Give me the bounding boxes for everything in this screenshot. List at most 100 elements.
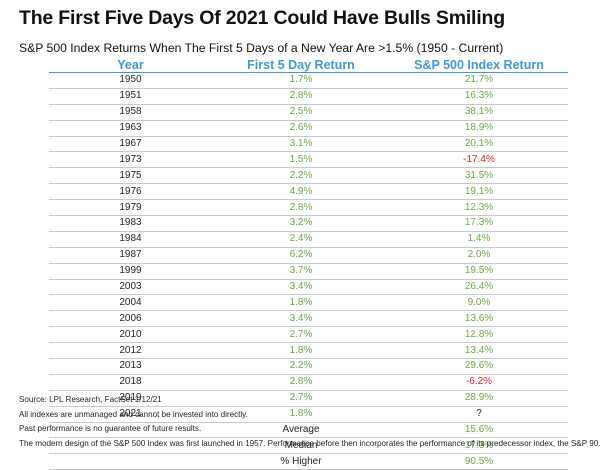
- sp500-return-cell: 20.1%: [390, 136, 568, 153]
- table-row: 1963 2.6% 18.9%: [49, 120, 568, 137]
- first-5-day-return-cell: 2.2%: [212, 358, 390, 375]
- year-cell: 2021: [49, 406, 212, 423]
- year-cell: 2006: [49, 310, 212, 328]
- first-5-day-return-cell: 1.8%: [212, 294, 390, 312]
- past-performance-note: Past performance is no guarantee of futu…: [19, 424, 202, 434]
- sp500-return-cell: 38.1%: [390, 104, 568, 121]
- sp500-return-cell: 19.5%: [390, 263, 568, 280]
- source-note: Source: LPL Research, FactSet 1/12/21: [19, 395, 162, 404]
- first-5-day-return-cell: 3.1%: [212, 136, 390, 153]
- table-row: 2010 2.7% 12.8%: [49, 326, 568, 344]
- year-cell: 1950: [49, 72, 212, 89]
- sp500-return-cell: 19.1%: [390, 183, 568, 201]
- table-row: 1987 6.2% 2.0%: [49, 247, 568, 264]
- disclaimer-note: All indexes are unmanaged and cannot be …: [19, 409, 248, 419]
- sp500-return-cell: 13.6%: [390, 310, 568, 328]
- year-cell: 1967: [49, 136, 212, 153]
- table-row: 2003 3.4% 26.4%: [49, 279, 568, 296]
- year-cell: 2004: [49, 294, 212, 312]
- first-5-day-return-cell: 2.8%: [212, 199, 390, 217]
- table-row: 1951 2.8% 16.3%: [49, 88, 568, 105]
- year-cell: 1973: [49, 151, 212, 169]
- table-row: 2019 2.7% 28.9%: [49, 390, 568, 407]
- summary-row: Median 17.3%: [49, 437, 568, 455]
- table-row: 2013 2.2% 29.6%: [49, 358, 568, 375]
- summary-label: % Higher: [212, 453, 390, 470]
- sp500-return-cell: 2.0%: [390, 247, 568, 264]
- year-cell: 1958: [49, 104, 212, 121]
- summary-empty-cell: [49, 422, 212, 439]
- table-row: 1950 1.7% 21.7%: [49, 72, 568, 89]
- summary-empty-cell: [49, 453, 212, 470]
- year-cell: 1951: [49, 88, 212, 105]
- table-row: 2006 3.4% 13.6%: [49, 310, 568, 328]
- year-cell: 1963: [49, 120, 212, 137]
- table-row: 1976 4.9% 19.1%: [49, 183, 568, 201]
- year-cell: 1983: [49, 215, 212, 232]
- table-body: 1950 1.7% 21.7% 1951 2.8% 16.3% 1958 2.5% 38.1% 1…: [49, 72, 568, 470]
- returns-table: Year First 5 Day Return S&P 500 Index Re…: [49, 58, 568, 470]
- table-row: 2012 1.8% 13.4%: [49, 342, 568, 360]
- table-row: 1975 2.2% 31.5%: [49, 167, 568, 185]
- first-5-day-return-cell: 1.8%: [212, 342, 390, 360]
- year-cell: 1975: [49, 167, 212, 185]
- first-5-day-return-cell: 3.4%: [212, 279, 390, 296]
- table-row: 2021 1.8%?: [49, 406, 568, 423]
- year-cell: 1979: [49, 199, 212, 217]
- first-5-day-return-cell: 6.2%: [212, 247, 390, 264]
- header-sp500-return: S&P 500 Index Return: [390, 58, 568, 73]
- sp500-return-cell: 13.4%: [390, 342, 568, 360]
- first-5-day-return-cell: 1.8%: [212, 406, 390, 423]
- summary-value: 17.3%: [390, 437, 568, 455]
- table-row: 1967 3.1% 20.1%: [49, 136, 568, 153]
- table-row: 2004 1.8% 9.0%: [49, 294, 568, 312]
- sp500-return-cell: 31.5%: [390, 167, 568, 185]
- summary-empty-cell: [49, 437, 212, 455]
- first-5-day-return-cell: 1.7%: [212, 72, 390, 89]
- summary-row: % Higher 90.5%: [49, 453, 568, 470]
- table-row: 1983 3.2% 17.3%: [49, 215, 568, 232]
- sp500-return-cell: 1.4%: [390, 231, 568, 248]
- year-cell: 1987: [49, 247, 212, 264]
- sp500-return-cell: 26.4%: [390, 279, 568, 296]
- summary-label: Average: [212, 422, 390, 439]
- first-5-day-return-cell: 2.7%: [212, 326, 390, 344]
- first-5-day-return-cell: 1.5%: [212, 151, 390, 169]
- year-cell: 2012: [49, 342, 212, 360]
- year-cell: 2018: [49, 374, 212, 391]
- sp500-return-cell: 9.0%: [390, 294, 568, 312]
- sp500-return-cell: 17.3%: [390, 215, 568, 232]
- first-5-day-return-cell: 3.2%: [212, 215, 390, 232]
- table-row: 2018 2.8% -6.2%: [49, 374, 568, 391]
- table-row: 1999 3.7% 19.5%: [49, 263, 568, 280]
- first-5-day-return-cell: 4.9%: [212, 183, 390, 201]
- chart-subtitle: S&P 500 Index Returns When The First 5 D…: [19, 41, 504, 55]
- first-5-day-return-cell: 2.5%: [212, 104, 390, 121]
- chart-title: The First Five Days Of 2021 Could Have B…: [19, 7, 505, 29]
- table-row: 1984 2.4% 1.4%: [49, 231, 568, 248]
- year-cell: 1984: [49, 231, 212, 248]
- summary-value: 90.5%: [390, 453, 568, 470]
- first-5-day-return-cell: 2.8%: [212, 88, 390, 105]
- table-header-row: Year First 5 Day Return S&P 500 Index Re…: [49, 58, 568, 73]
- sp500-return-cell: 12.8%: [390, 326, 568, 344]
- first-5-day-return-cell: 2.7%: [212, 390, 390, 407]
- sp500-return-cell: 16.3%: [390, 88, 568, 105]
- header-year: Year: [49, 58, 212, 73]
- table-row: 1979 2.8% 12.3%: [49, 199, 568, 217]
- first-5-day-return-cell: 2.6%: [212, 120, 390, 137]
- year-cell: 2019: [49, 390, 212, 407]
- first-5-day-return-cell: 2.8%: [212, 374, 390, 391]
- year-cell: 1999: [49, 263, 212, 280]
- header-first-5-day-return: First 5 Day Return: [212, 58, 390, 73]
- first-5-day-return-cell: 3.4%: [212, 310, 390, 328]
- first-5-day-return-cell: 2.2%: [212, 167, 390, 185]
- sp500-return-cell: -6.2%: [390, 374, 568, 391]
- footnotes: Source: LPL Research, FactSet 1/12/21 Al…: [19, 393, 600, 452]
- sp500-return-cell: -17.4%: [390, 151, 568, 169]
- year-cell: 2010: [49, 326, 212, 344]
- sp500-return-cell: 28.9%: [390, 390, 568, 407]
- sp500-return-cell: 12.3%: [390, 199, 568, 217]
- summary-value: 15.6%: [390, 422, 568, 439]
